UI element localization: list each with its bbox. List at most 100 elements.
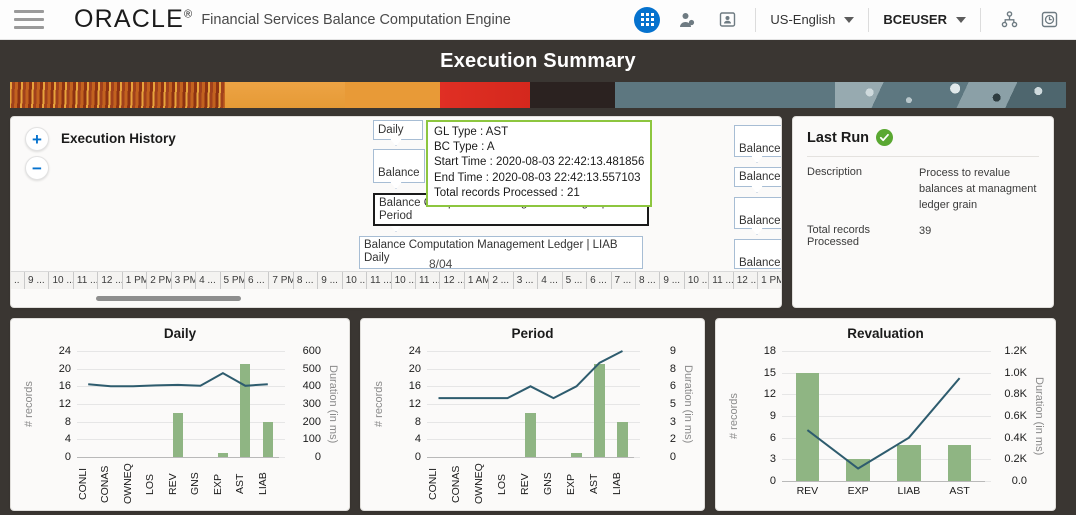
tooltip-line: End Time : 2020-08-03 22:42:13.557103 bbox=[434, 171, 641, 184]
chart-y2-tick-label: 400 bbox=[302, 380, 321, 393]
gantt-scrollbar-thumb[interactable] bbox=[96, 296, 241, 301]
gantt-node[interactable]: Balance Period bbox=[734, 125, 781, 157]
chart-bar[interactable] bbox=[594, 364, 605, 457]
chart-x-tick-label: GNS bbox=[542, 472, 554, 496]
gantt-node[interactable]: Balance Period bbox=[734, 197, 781, 229]
time-axis-tick: 9 ... bbox=[660, 272, 685, 289]
clock-icon[interactable] bbox=[1034, 5, 1064, 35]
time-axis-tick: 10 ... bbox=[49, 272, 74, 289]
execution-history-title: Execution History bbox=[61, 131, 176, 146]
time-axis-tick: 2 ... bbox=[489, 272, 514, 289]
time-axis-tick: 10 ... bbox=[343, 272, 368, 289]
gantt-node[interactable]: Daily bbox=[373, 120, 423, 140]
time-axis-tick: 2 PM bbox=[147, 272, 172, 289]
banner-segment-stripes bbox=[10, 82, 225, 108]
banner-segment-slate-textured bbox=[835, 82, 1066, 108]
chart-bar[interactable] bbox=[217, 452, 229, 457]
chart-bar[interactable] bbox=[240, 364, 251, 457]
chart-bar[interactable] bbox=[947, 444, 972, 481]
chart-x-tick-label: CONLI bbox=[427, 467, 439, 501]
id-card-icon[interactable] bbox=[712, 5, 742, 35]
divider bbox=[868, 7, 870, 32]
chart-bar[interactable] bbox=[897, 444, 921, 481]
last-run-row-label: Total records Processed bbox=[807, 223, 870, 248]
gantt-node-label: Balance | Daily bbox=[739, 257, 781, 269]
hamburger-icon[interactable] bbox=[14, 10, 44, 29]
time-axis-tick: 11 ... bbox=[367, 272, 392, 289]
chart-y2-tick-mark bbox=[279, 439, 285, 441]
banner-segment-dark bbox=[530, 82, 615, 108]
chart-bar[interactable] bbox=[795, 372, 820, 481]
page-title: Execution Summary bbox=[0, 40, 1076, 82]
chart-bar[interactable] bbox=[525, 412, 536, 457]
time-axis-tick: 8 ... bbox=[294, 272, 319, 289]
time-axis-tick: 5 PM bbox=[221, 272, 245, 289]
language-selector[interactable]: US-English bbox=[764, 12, 860, 27]
chart-bar[interactable] bbox=[617, 421, 628, 457]
oracle-logo: ORACLE® bbox=[74, 7, 193, 32]
share-network-icon[interactable] bbox=[994, 5, 1024, 35]
chart-gridline bbox=[77, 386, 279, 388]
time-axis-tick: 4 ... bbox=[538, 272, 563, 289]
gantt-scrollbar[interactable] bbox=[11, 293, 781, 303]
gantt-node[interactable]: Balance | Daily bbox=[734, 239, 781, 269]
chart-y2-tick-mark bbox=[634, 404, 640, 405]
chart-x-tick-label: LOS bbox=[496, 473, 508, 495]
admin-user-icon[interactable] bbox=[672, 5, 702, 35]
gantt-node[interactable]: Balance Computation Management Ledger | … bbox=[359, 236, 643, 269]
chart-x-tick-label: LIAB bbox=[611, 472, 623, 496]
gantt-node[interactable]: Balance bbox=[734, 167, 781, 187]
time-axis-tick: 1 PM bbox=[758, 272, 781, 289]
time-axis-tick: 12 ... bbox=[734, 272, 759, 289]
language-value: US-English bbox=[770, 12, 836, 27]
time-axis-tick: 10 ... bbox=[685, 272, 710, 289]
time-axis-tick: 1 AM bbox=[465, 272, 490, 289]
banner-segment-orange bbox=[225, 82, 345, 108]
gantt-node-notch bbox=[390, 139, 402, 146]
chart-title: Period bbox=[511, 326, 554, 341]
gantt-node-notch bbox=[751, 156, 763, 163]
chart-y2-tick-label: 0.2K bbox=[1004, 453, 1027, 466]
gantt-node-label: Balance Computation Management Ledger | … bbox=[364, 239, 618, 265]
gantt-node-notch bbox=[751, 186, 763, 193]
time-axis-tick: 4 ... bbox=[196, 272, 221, 289]
chart-y-tick-label: 12 bbox=[763, 388, 776, 401]
chart-bar[interactable] bbox=[172, 412, 184, 457]
chart-bar[interactable] bbox=[571, 452, 582, 457]
chart-y2-tick-mark bbox=[985, 351, 991, 352]
zoom-out-button[interactable]: − bbox=[25, 156, 49, 180]
chart-y2-tick-label: 9 bbox=[669, 345, 676, 357]
chart-y2-tick-mark bbox=[634, 421, 640, 423]
time-axis-tick: 10 ... bbox=[392, 272, 416, 289]
chart-x-tick-label: CONAS bbox=[99, 465, 112, 503]
app-grid-icon[interactable] bbox=[632, 5, 662, 35]
last-run-details: Description Process to revalue balances … bbox=[807, 166, 1039, 248]
user-menu[interactable]: BCEUSER bbox=[877, 12, 972, 27]
banner-segment-slate bbox=[615, 82, 835, 108]
chart-x-tick-label: AST bbox=[234, 473, 247, 495]
last-run-row-value: 39 bbox=[919, 224, 932, 237]
last-run-row-label: Description bbox=[807, 166, 863, 178]
time-axis-tick: 3 ... bbox=[514, 272, 539, 289]
chart-y2-tick-mark bbox=[634, 386, 640, 388]
chart-gridline bbox=[77, 351, 279, 352]
chart-y2-tick-label: 600 bbox=[302, 345, 321, 357]
chart-y-tick-label: 15 bbox=[763, 366, 776, 379]
chart-y2-tick-mark bbox=[634, 351, 640, 352]
chart-x-tick-label: REV bbox=[166, 473, 179, 495]
gantt-node[interactable]: Balance Period bbox=[373, 149, 425, 183]
chart-x-tick-label: REV bbox=[519, 473, 531, 495]
chart-x-tick-label: GNS bbox=[189, 472, 202, 496]
chart-bar[interactable] bbox=[262, 421, 273, 457]
last-run-card: Last Run Description Process to revalue … bbox=[792, 116, 1054, 308]
chart-gridline bbox=[782, 394, 985, 396]
chart-y2-tick-label: 3 bbox=[669, 415, 676, 428]
gantt-node-label: Balance Period bbox=[378, 167, 420, 182]
time-axis-tick: 7 PM bbox=[269, 272, 294, 289]
tooltip-line: BC Type : A bbox=[434, 141, 495, 154]
registered-mark: ® bbox=[184, 8, 194, 21]
zoom-in-button[interactable]: + bbox=[25, 127, 49, 151]
chart-y2-tick-mark bbox=[985, 481, 991, 482]
chart-y2-tick-label: 1.2K bbox=[1004, 345, 1027, 357]
chart-y-tick-label: 12 bbox=[58, 398, 71, 410]
